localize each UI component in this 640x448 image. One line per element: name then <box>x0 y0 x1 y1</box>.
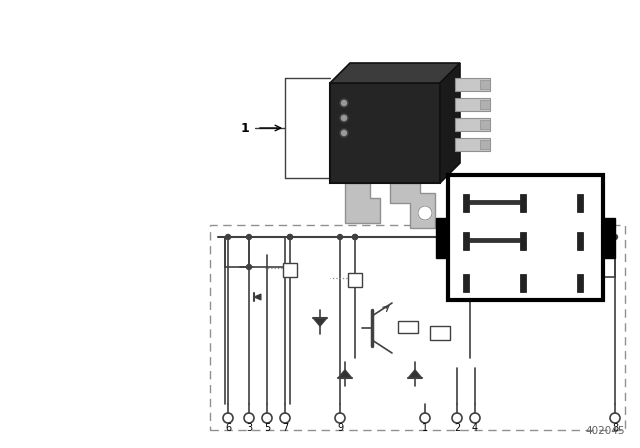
Circle shape <box>353 234 358 240</box>
Text: 6: 6 <box>225 423 231 433</box>
Polygon shape <box>338 370 352 378</box>
Polygon shape <box>390 183 435 228</box>
Circle shape <box>342 100 346 105</box>
Circle shape <box>340 114 348 122</box>
Text: 6: 6 <box>463 223 469 233</box>
Bar <box>577 232 583 250</box>
Circle shape <box>418 206 432 220</box>
Polygon shape <box>313 318 327 327</box>
Circle shape <box>340 129 348 137</box>
Bar <box>210 225 625 430</box>
Bar <box>448 175 603 300</box>
Bar <box>430 326 450 340</box>
Bar <box>480 140 490 149</box>
Text: 1: 1 <box>577 185 583 195</box>
Bar <box>577 194 583 212</box>
Bar <box>520 232 526 250</box>
Text: 7: 7 <box>282 423 288 433</box>
Bar <box>469 200 520 204</box>
Circle shape <box>566 234 572 240</box>
Text: 8: 8 <box>520 265 526 275</box>
Text: 7: 7 <box>577 265 583 275</box>
Text: 9: 9 <box>337 423 343 433</box>
Bar <box>398 321 418 333</box>
Bar <box>480 120 490 129</box>
Polygon shape <box>408 370 422 378</box>
Circle shape <box>467 234 472 240</box>
Text: 402045: 402045 <box>586 426 625 436</box>
Text: 2: 2 <box>520 185 526 195</box>
Text: 2: 2 <box>454 423 460 433</box>
Text: 1: 1 <box>422 423 428 433</box>
Circle shape <box>337 234 342 240</box>
Bar <box>577 274 583 292</box>
Text: 5: 5 <box>264 423 270 433</box>
Circle shape <box>353 234 358 240</box>
Text: 4: 4 <box>472 423 478 433</box>
Bar <box>455 138 490 151</box>
Polygon shape <box>254 294 261 300</box>
Circle shape <box>246 234 252 240</box>
Polygon shape <box>345 183 380 223</box>
Text: 8: 8 <box>612 423 618 433</box>
Bar <box>455 118 490 131</box>
Text: 3: 3 <box>246 423 252 433</box>
Circle shape <box>467 234 472 240</box>
Text: MV: MV <box>562 272 577 281</box>
Polygon shape <box>440 63 460 183</box>
Bar <box>283 263 297 277</box>
Bar <box>463 273 477 287</box>
Circle shape <box>342 116 346 121</box>
Text: 3: 3 <box>463 185 469 195</box>
Bar <box>555 268 583 286</box>
Circle shape <box>246 264 252 270</box>
Bar <box>463 274 469 292</box>
Circle shape <box>342 130 346 135</box>
Bar <box>480 100 490 109</box>
Text: 5: 5 <box>520 223 526 233</box>
Bar <box>463 194 469 212</box>
Bar <box>455 78 490 91</box>
Circle shape <box>340 99 348 107</box>
Bar <box>469 238 520 242</box>
Text: 9: 9 <box>463 265 469 275</box>
Bar <box>520 274 526 292</box>
Circle shape <box>225 234 230 240</box>
Bar <box>348 273 362 287</box>
Bar <box>330 83 440 183</box>
Text: 4: 4 <box>577 223 583 233</box>
Text: 1: 1 <box>241 121 250 134</box>
Bar <box>603 218 615 258</box>
Bar <box>455 98 490 111</box>
Bar <box>436 218 448 258</box>
Polygon shape <box>330 63 460 83</box>
Circle shape <box>612 234 618 240</box>
Bar <box>463 232 469 250</box>
Circle shape <box>287 234 292 240</box>
Bar <box>480 80 490 89</box>
Circle shape <box>287 234 292 240</box>
Bar <box>520 194 526 212</box>
